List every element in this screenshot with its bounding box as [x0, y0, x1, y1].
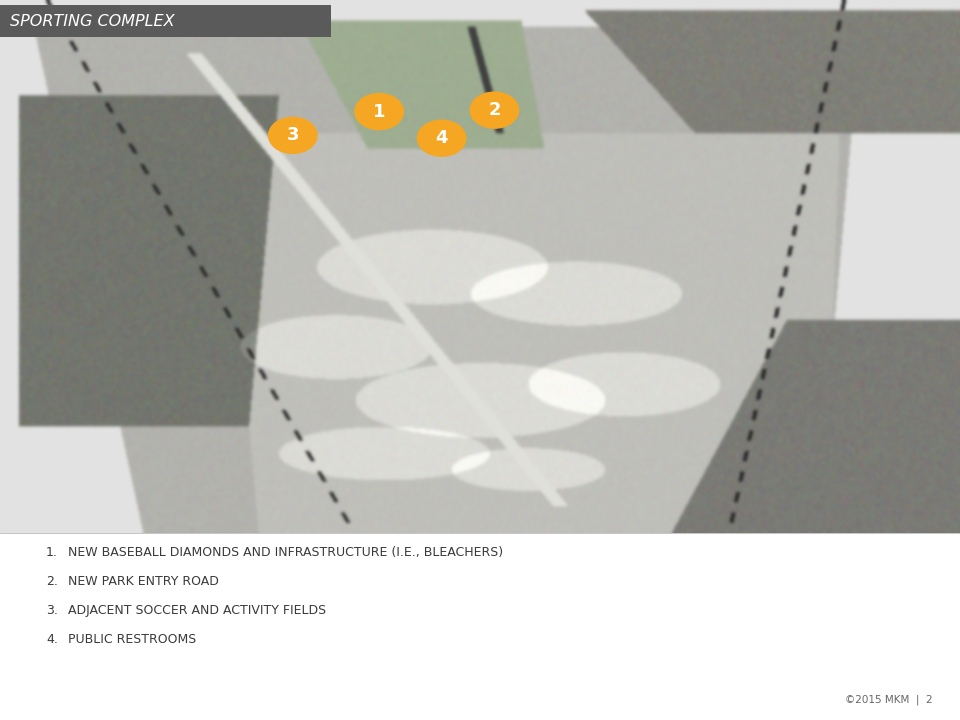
Text: SPORTING COMPLEX: SPORTING COMPLEX	[10, 14, 174, 29]
Text: ©2015 MKM  |  2: ©2015 MKM | 2	[846, 695, 933, 705]
Text: ADJACENT SOCCER AND ACTIVITY FIELDS: ADJACENT SOCCER AND ACTIVITY FIELDS	[60, 604, 325, 617]
Circle shape	[469, 91, 519, 129]
Text: 4: 4	[435, 130, 448, 148]
Circle shape	[268, 117, 318, 154]
Text: 4.: 4.	[46, 633, 58, 646]
Circle shape	[354, 93, 404, 130]
Text: 1.: 1.	[46, 546, 58, 559]
Text: 2: 2	[488, 101, 501, 119]
Text: 3: 3	[286, 127, 300, 144]
Text: NEW PARK ENTRY ROAD: NEW PARK ENTRY ROAD	[60, 575, 218, 588]
Text: NEW BASEBALL DIAMONDS AND INFRASTRUCTURE (I.E., BLEACHERS): NEW BASEBALL DIAMONDS AND INFRASTRUCTURE…	[60, 546, 503, 559]
Circle shape	[417, 120, 467, 157]
Text: 2.: 2.	[46, 575, 58, 588]
Bar	[0, 5, 331, 37]
Text: PUBLIC RESTROOMS: PUBLIC RESTROOMS	[60, 633, 196, 646]
Text: 1: 1	[372, 102, 386, 120]
Text: 3.: 3.	[46, 604, 58, 617]
